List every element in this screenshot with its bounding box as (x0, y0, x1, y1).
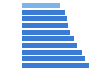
Bar (22, 43, 77, 48)
Bar (22, 3, 60, 8)
Bar (22, 36, 74, 41)
Bar (22, 30, 70, 35)
Bar (22, 56, 85, 61)
Bar (22, 10, 65, 15)
Bar (22, 63, 89, 68)
Bar (22, 50, 82, 55)
Bar (22, 23, 68, 28)
Bar (22, 16, 67, 21)
